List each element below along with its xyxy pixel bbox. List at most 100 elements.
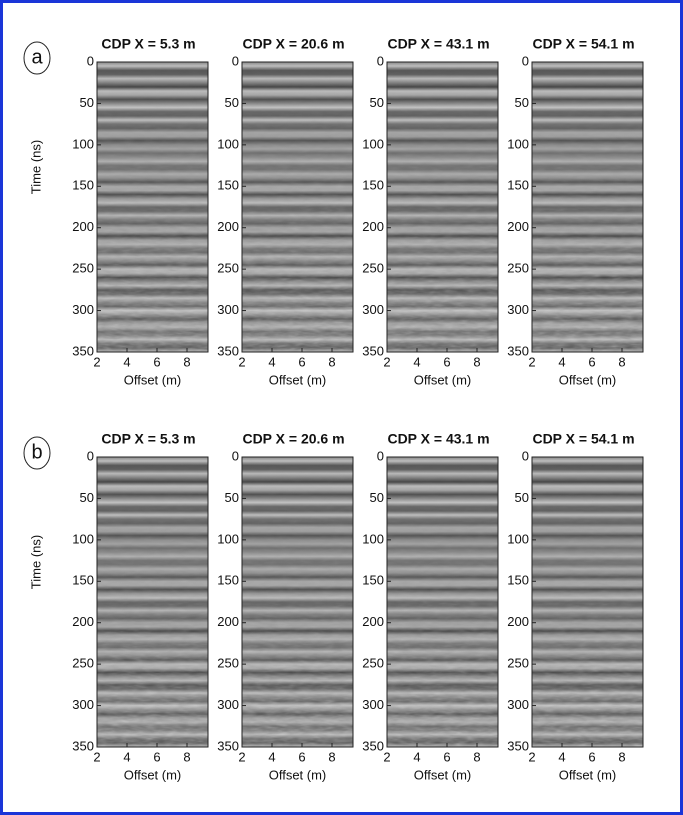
y-tick-label: 0 — [232, 448, 239, 463]
y-tick-label: 150 — [217, 178, 239, 193]
x-tick-label: 6 — [153, 354, 160, 369]
y-tick-label: 300 — [507, 302, 529, 317]
panel-label-circle — [23, 41, 51, 75]
y-tick-label: 150 — [72, 178, 94, 193]
y-tick-label: 250 — [507, 261, 529, 276]
y-tick-label: 0 — [232, 53, 239, 68]
x-tick-label: 6 — [298, 749, 305, 764]
y-tick-label: 150 — [362, 573, 384, 588]
x-tick-label: 4 — [268, 354, 275, 369]
x-tick-label: 2 — [93, 749, 100, 764]
x-tick-label: 6 — [443, 354, 450, 369]
panel-title: CDP X = 54.1 m — [532, 36, 634, 52]
y-tick-label: 200 — [362, 219, 384, 234]
x-tick-label: 2 — [238, 749, 245, 764]
y-tick-label: 250 — [217, 656, 239, 671]
x-tick-label: 6 — [443, 749, 450, 764]
x-axis-label: Offset (m) — [269, 372, 327, 387]
x-tick-label: 4 — [413, 749, 420, 764]
y-tick-label: 350 — [507, 343, 529, 358]
y-tick-label: 200 — [217, 219, 239, 234]
x-tick-label: 6 — [588, 354, 595, 369]
y-tick-label: 200 — [362, 614, 384, 629]
y-tick-label: 300 — [217, 302, 239, 317]
y-tick-label: 250 — [507, 656, 529, 671]
y-tick-label: 50 — [515, 95, 529, 110]
y-tick-label: 300 — [72, 697, 94, 712]
x-tick-label: 8 — [183, 749, 190, 764]
x-tick-label: 8 — [618, 354, 625, 369]
y-tick-label: 350 — [217, 343, 239, 358]
y-tick-label: 300 — [362, 302, 384, 317]
y-tick-label: 150 — [217, 573, 239, 588]
x-tick-label: 2 — [383, 354, 390, 369]
x-tick-label: 8 — [328, 354, 335, 369]
x-tick-label: 8 — [618, 749, 625, 764]
x-axis-label: Offset (m) — [414, 767, 472, 782]
y-tick-label: 0 — [377, 448, 384, 463]
x-tick-label: 8 — [183, 354, 190, 369]
y-tick-label: 50 — [225, 490, 239, 505]
y-tick-label: 250 — [362, 261, 384, 276]
y-tick-label: 50 — [225, 95, 239, 110]
y-tick-label: 100 — [217, 136, 239, 151]
y-tick-label: 50 — [515, 490, 529, 505]
section-noise — [532, 457, 643, 747]
y-tick-label: 200 — [217, 614, 239, 629]
y-tick-label: 200 — [72, 219, 94, 234]
y-tick-label: 100 — [507, 136, 529, 151]
y-tick-label: 250 — [72, 261, 94, 276]
y-tick-label: 0 — [87, 53, 94, 68]
x-tick-label: 2 — [528, 749, 535, 764]
y-tick-label: 250 — [217, 261, 239, 276]
section-noise — [387, 457, 498, 747]
y-tick-label: 300 — [72, 302, 94, 317]
x-axis-label: Offset (m) — [124, 767, 182, 782]
plot-border — [386, 456, 499, 748]
plot-border — [241, 61, 354, 353]
section-noise — [97, 457, 208, 747]
y-tick-label: 100 — [217, 531, 239, 546]
panel-title: CDP X = 43.1 m — [387, 36, 489, 52]
y-tick-label: 200 — [72, 614, 94, 629]
y-tick-label: 300 — [217, 697, 239, 712]
section-noise — [97, 62, 208, 352]
y-tick-label: 250 — [362, 656, 384, 671]
y-tick-label: 300 — [507, 697, 529, 712]
x-tick-label: 4 — [558, 354, 565, 369]
y-tick-label: 350 — [72, 738, 94, 753]
x-tick-label: 4 — [558, 749, 565, 764]
x-tick-label: 2 — [238, 354, 245, 369]
section-noise — [242, 457, 353, 747]
x-tick-label: 4 — [413, 354, 420, 369]
x-axis-label: Offset (m) — [269, 767, 327, 782]
x-tick-label: 8 — [328, 749, 335, 764]
y-tick-label: 150 — [507, 178, 529, 193]
x-tick-label: 4 — [123, 354, 130, 369]
section-noise — [532, 62, 643, 352]
plot-border — [386, 61, 499, 353]
x-axis-label: Offset (m) — [124, 372, 182, 387]
y-tick-label: 100 — [72, 531, 94, 546]
x-tick-label: 8 — [473, 749, 480, 764]
x-tick-label: 6 — [298, 354, 305, 369]
plot-border — [531, 456, 644, 748]
x-axis-label: Offset (m) — [559, 372, 617, 387]
y-tick-label: 50 — [80, 490, 94, 505]
y-tick-label: 150 — [362, 178, 384, 193]
y-tick-label: 150 — [507, 573, 529, 588]
x-tick-label: 6 — [153, 749, 160, 764]
plot-border — [96, 456, 209, 748]
panel-label: a — [31, 46, 43, 68]
x-tick-label: 6 — [588, 749, 595, 764]
y-tick-label: 50 — [80, 95, 94, 110]
x-tick-label: 2 — [383, 749, 390, 764]
y-tick-label: 350 — [72, 343, 94, 358]
panel-label: b — [31, 441, 42, 463]
y-tick-label: 350 — [507, 738, 529, 753]
x-tick-label: 2 — [93, 354, 100, 369]
y-tick-label: 350 — [362, 738, 384, 753]
panel-title: CDP X = 43.1 m — [387, 431, 489, 447]
y-tick-label: 200 — [507, 614, 529, 629]
